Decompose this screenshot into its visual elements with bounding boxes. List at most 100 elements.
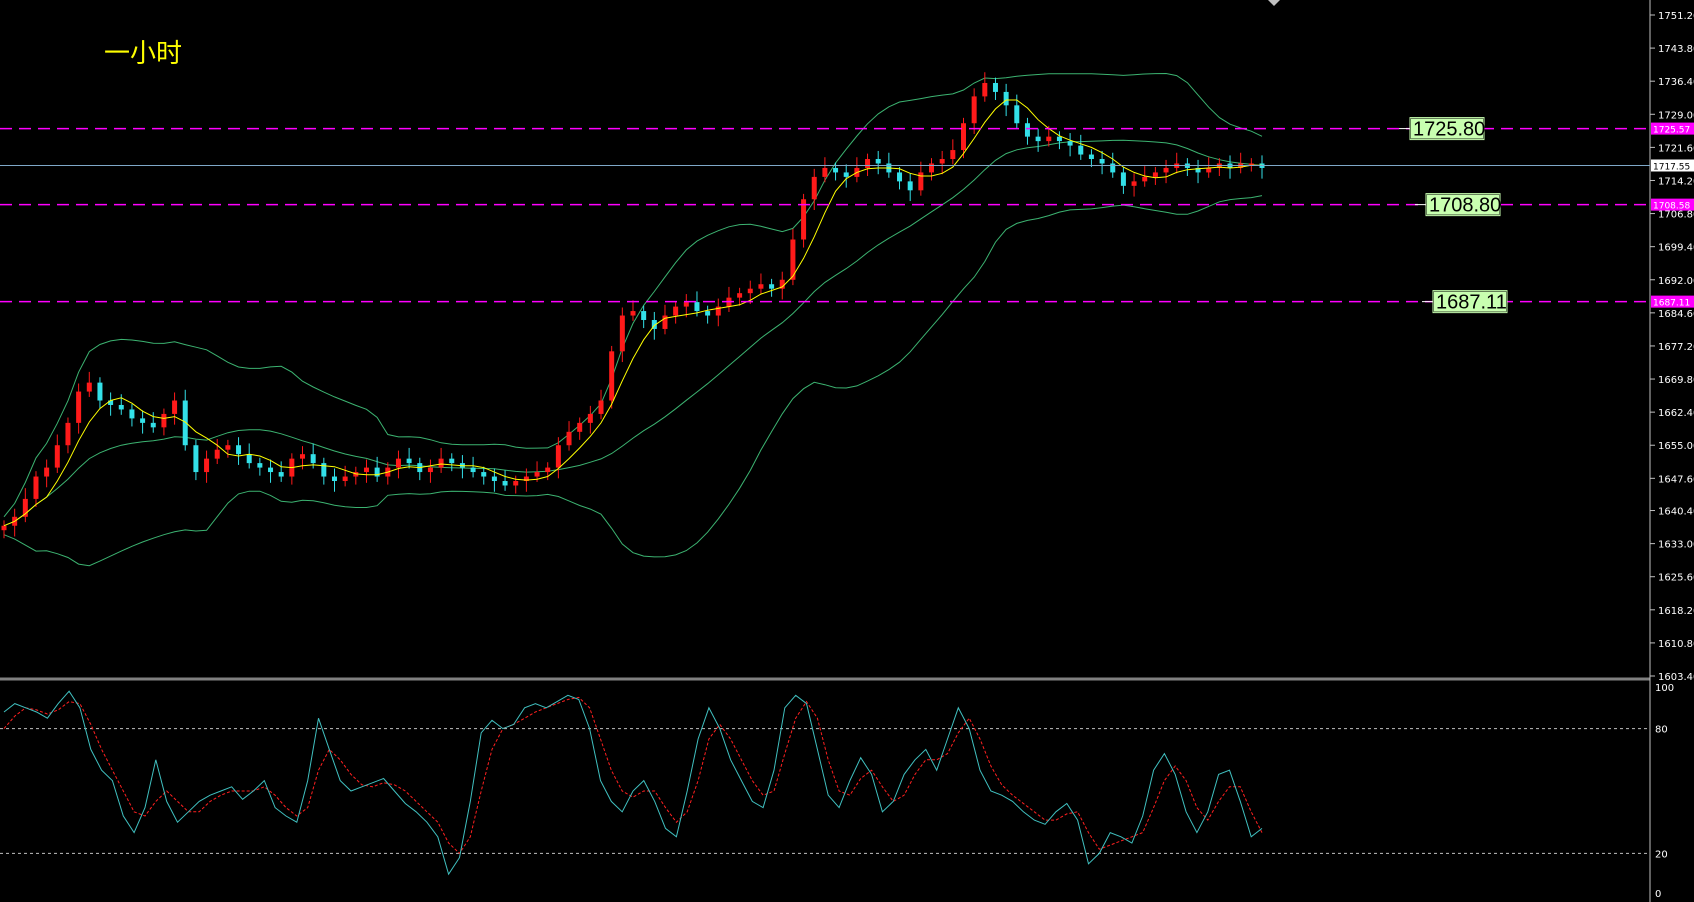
candle-body <box>705 311 711 316</box>
stochastic-tick-label: 20 <box>1655 849 1668 860</box>
price-tick-label: 1655.00 <box>1658 441 1694 452</box>
candle-body <box>801 199 807 240</box>
candle-body <box>865 159 871 168</box>
price-tick-label: 1669.80 <box>1658 375 1694 386</box>
candle-body <box>1067 141 1073 146</box>
candle-body <box>1088 154 1094 160</box>
candle-body <box>609 351 615 401</box>
candle-body <box>1014 105 1020 124</box>
candle-body <box>513 481 519 486</box>
price-tick-label: 1751.20 <box>1658 11 1694 22</box>
candle-body <box>374 467 380 477</box>
price-tick-label: 1677.20 <box>1658 342 1694 353</box>
chart-shift-marker-icon <box>1268 0 1280 6</box>
candle-body <box>1046 136 1052 142</box>
candle-body <box>779 279 785 289</box>
candle-body <box>481 472 487 477</box>
candle-body <box>758 284 764 289</box>
price-tick-label: 1699.40 <box>1658 243 1694 254</box>
candle-body <box>225 445 231 450</box>
candle-body <box>150 422 156 428</box>
price-tick-label: 1729.00 <box>1658 110 1694 121</box>
candle-body <box>630 311 636 316</box>
candle-body <box>97 382 103 401</box>
candle-body <box>502 481 508 486</box>
candle-body <box>939 159 945 164</box>
price-tick-label: 1640.40 <box>1658 507 1694 518</box>
candle-body <box>833 167 839 173</box>
level-label-fill <box>1411 118 1483 139</box>
candle-body <box>769 284 775 289</box>
candle-body <box>108 400 114 405</box>
level-axis-tag <box>1651 198 1694 211</box>
price-tick-label: 1618.20 <box>1658 606 1694 617</box>
price-tick-label: 1736.40 <box>1658 77 1694 88</box>
level-axis-tag <box>1651 122 1694 135</box>
price-tick-label: 1603.40 <box>1658 672 1694 683</box>
candle-body <box>960 123 966 151</box>
price-tick-label: 1633.00 <box>1658 540 1694 551</box>
candle-body <box>822 167 828 177</box>
candle-body <box>1248 163 1254 165</box>
chart-title: 一小时 <box>104 39 182 69</box>
candle-body <box>427 467 433 473</box>
candle-body <box>897 172 903 182</box>
candle-body <box>140 418 146 423</box>
current-price-tag <box>1651 159 1694 172</box>
candle-body <box>907 181 913 191</box>
candle-body <box>449 458 455 464</box>
level-axis-tag-label: 1687.11 <box>1653 299 1690 309</box>
candle-body <box>204 458 210 473</box>
candle-body <box>598 400 604 414</box>
level-axis-tag-label: 1725.57 <box>1653 126 1690 136</box>
stochastic-d-line <box>3 696 1263 855</box>
candle-body <box>1163 167 1169 173</box>
candle-body <box>1195 167 1201 173</box>
candle-body <box>747 288 753 294</box>
stochastic-tick-label: 100 <box>1655 683 1674 694</box>
candle-body <box>619 315 625 352</box>
stochastic-tick-label: 80 <box>1655 725 1668 736</box>
price-tick-label: 1610.80 <box>1658 639 1694 650</box>
candle-body <box>843 172 849 177</box>
candle-body <box>1152 172 1158 177</box>
candle-body <box>950 150 956 160</box>
candle-body <box>1131 181 1137 186</box>
candle-body <box>641 311 647 321</box>
candle-body <box>737 293 743 298</box>
candle-body <box>1056 136 1062 142</box>
price-tick-label: 1625.60 <box>1658 573 1694 584</box>
candle-body <box>491 476 497 482</box>
candle-body <box>65 422 71 446</box>
candle-body <box>875 159 881 164</box>
candle-body <box>992 82 998 92</box>
main-panel-background <box>0 0 1650 902</box>
candle-body <box>129 409 135 419</box>
candle-body <box>971 96 977 124</box>
candle-body <box>1035 136 1041 142</box>
candle-body <box>587 413 593 423</box>
candle-body <box>651 320 657 329</box>
level-label-fill <box>1434 291 1506 312</box>
price-tick-label: 1684.60 <box>1658 309 1694 320</box>
level-label: 1687.11 <box>1436 292 1507 314</box>
candle-body <box>694 302 700 312</box>
candle-body <box>1120 172 1126 186</box>
price-tick-label: 1714.20 <box>1658 176 1694 187</box>
bollinger-middle-band <box>3 139 1263 527</box>
bollinger-upper-band <box>3 72 1263 518</box>
candle-body <box>1142 176 1148 182</box>
candle-body <box>236 445 242 455</box>
candle-body <box>545 467 551 473</box>
level-axis-tag <box>1651 295 1694 308</box>
candle-body <box>22 498 28 517</box>
candle-body <box>1099 159 1105 164</box>
candle-body <box>342 476 348 482</box>
price-tick-label: 1662.40 <box>1658 408 1694 419</box>
candle-body <box>76 391 82 423</box>
candle-body <box>118 404 124 410</box>
price-tick-label: 1706.80 <box>1658 210 1694 221</box>
candle-body <box>929 163 935 173</box>
candle-body <box>673 306 679 316</box>
candle-body <box>790 239 796 280</box>
